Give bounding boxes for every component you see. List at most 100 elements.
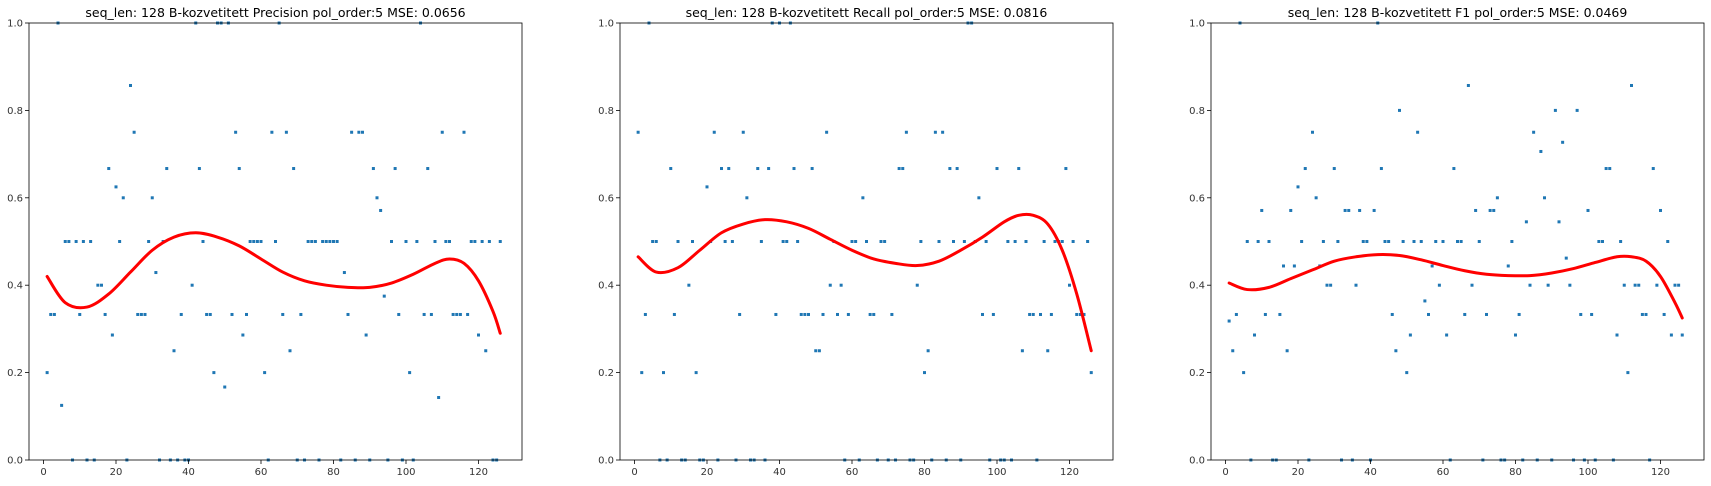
data-point (850, 240, 854, 243)
data-point (292, 167, 296, 171)
data-point (342, 271, 346, 275)
x-tick-label: 80 (327, 467, 340, 478)
data-point (1006, 240, 1010, 243)
data-point (299, 312, 303, 316)
data-point (350, 130, 354, 134)
data-point (1314, 196, 1318, 200)
data-point (1553, 108, 1557, 112)
data-point (962, 240, 966, 243)
data-point (672, 312, 676, 316)
data-point (1459, 240, 1463, 243)
data-point (774, 312, 778, 316)
data-point (720, 167, 723, 171)
data-point (129, 83, 132, 87)
data-point (705, 185, 709, 189)
chart-title: seq_len: 128 B-kozvetitett Precision pol… (85, 5, 465, 20)
data-point (415, 240, 419, 243)
data-point (767, 167, 771, 171)
data-point (1463, 312, 1467, 316)
data-point (422, 312, 426, 316)
data-point (1039, 312, 1042, 316)
data-point (781, 240, 785, 243)
data-point (1423, 299, 1427, 303)
data-point (1405, 371, 1409, 375)
data-point (879, 240, 883, 243)
data-point (89, 240, 93, 243)
data-point (1296, 185, 1300, 189)
data-point (1253, 333, 1256, 337)
data-point (1506, 264, 1510, 268)
data-point (1495, 196, 1499, 200)
data-point (357, 130, 361, 134)
data-point (1659, 208, 1662, 212)
data-point (1452, 167, 1456, 171)
data-point (1601, 240, 1604, 243)
data-point (872, 312, 876, 316)
data-point (636, 130, 640, 134)
data-point (107, 167, 111, 171)
data-point (1615, 333, 1619, 337)
y-tick-label: 0.8 (7, 106, 23, 117)
axes-frame (1210, 22, 1705, 461)
data-point (883, 240, 887, 243)
data-point (1564, 256, 1568, 260)
x-tick-label: 20 (1292, 467, 1305, 478)
data-point (1416, 130, 1420, 134)
data-point (1031, 312, 1035, 316)
data-point (110, 333, 114, 337)
data-point (1263, 312, 1267, 316)
data-point (792, 167, 796, 171)
data-point (1289, 208, 1293, 212)
data-point (172, 349, 176, 353)
data-point (165, 167, 169, 171)
y-tick-label: 0.0 (1189, 456, 1205, 467)
data-point (933, 130, 937, 134)
data-point (426, 167, 430, 171)
y-tick-label: 0.6 (598, 193, 614, 204)
data-point (1379, 167, 1383, 171)
data-point (324, 240, 328, 243)
data-point (274, 240, 277, 243)
data-point (662, 371, 665, 375)
y-tick-label: 0.2 (1189, 368, 1205, 379)
data-point (1419, 240, 1423, 243)
data-point (1561, 140, 1565, 144)
data-point (1546, 283, 1550, 287)
data-point (197, 167, 201, 171)
x-tick-label: 0 (40, 467, 46, 478)
data-point (466, 312, 470, 316)
data-point (745, 196, 749, 200)
data-point (245, 312, 248, 316)
data-point (1075, 312, 1079, 316)
data-point (1651, 167, 1655, 171)
data-point (1524, 220, 1528, 224)
data-point (846, 312, 850, 316)
y-tick-label: 0.4 (1189, 281, 1205, 292)
data-point (136, 312, 140, 316)
data-point (397, 312, 401, 316)
x-tick-label: 100 (987, 467, 1006, 478)
data-point (1361, 240, 1365, 243)
axes-frame (28, 22, 523, 461)
y-tick-label: 0.0 (7, 456, 23, 467)
data-point (981, 312, 984, 316)
data-point (1068, 283, 1071, 287)
data-point (865, 240, 868, 243)
chart-title: seq_len: 128 B-kozvetitett Recall pol_or… (686, 5, 1048, 20)
data-point (730, 240, 734, 243)
data-point (114, 185, 118, 189)
data-point (1372, 208, 1376, 212)
data-point (462, 130, 466, 134)
data-point (1387, 240, 1391, 243)
data-point (382, 294, 386, 298)
data-point (941, 130, 945, 134)
data-point (712, 130, 716, 134)
x-tick-label: 0 (1222, 467, 1228, 478)
data-point (1477, 240, 1481, 243)
data-point (807, 312, 810, 316)
data-point (984, 240, 988, 243)
data-point (836, 312, 839, 316)
chart-panel-3: seq_len: 128 B-kozvetitett F1 pol_order:… (1189, 5, 1705, 478)
data-point (132, 130, 136, 134)
data-point (1575, 108, 1579, 112)
